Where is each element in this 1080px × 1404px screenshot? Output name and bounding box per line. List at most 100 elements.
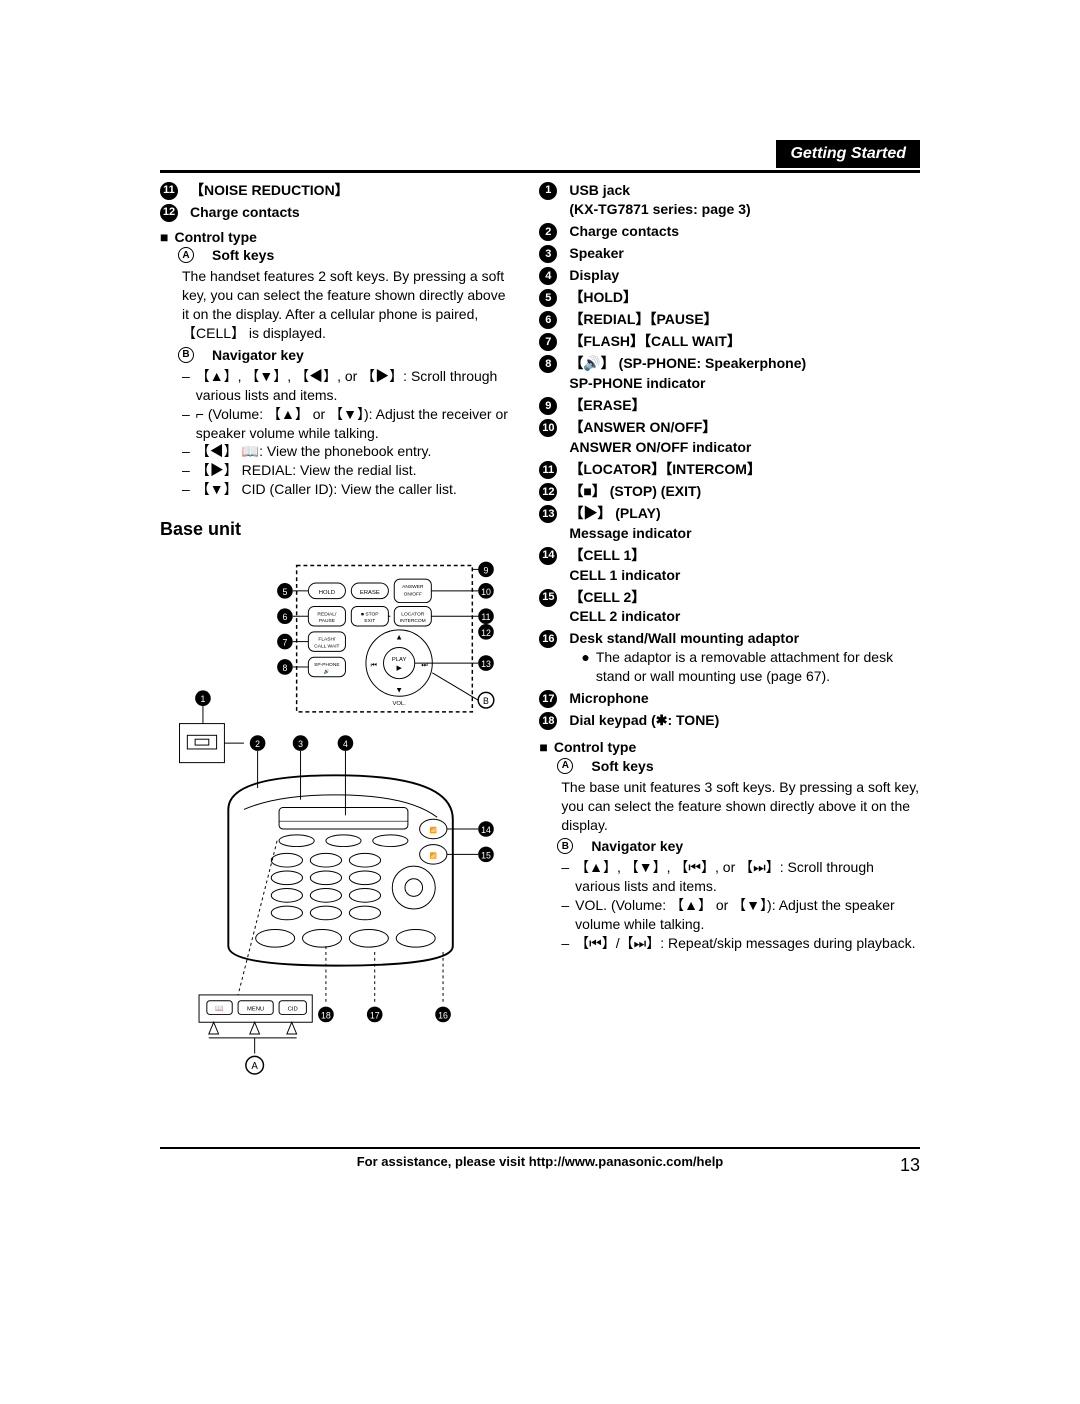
item-10-label: 【ANSWER ON/OFF】 xyxy=(569,418,920,437)
svg-text:CID: CID xyxy=(288,1007,298,1013)
nav-item-3: –【◀】 📖: View the phonebook entry. xyxy=(182,442,511,461)
item-13-label: 【▶】 (PLAY) xyxy=(569,504,920,523)
letter-a-icon: A xyxy=(178,247,194,263)
item-11-label: 【NOISE REDUCTION】 xyxy=(190,181,511,200)
svg-text:A: A xyxy=(251,1061,258,1072)
svg-text:ANSWER: ANSWER xyxy=(402,584,424,590)
svg-text:5: 5 xyxy=(282,587,287,597)
item-7-label: 【FLASH】【CALL WAIT】 xyxy=(569,332,920,351)
item-16-label: Desk stand/Wall mounting adaptor xyxy=(569,629,920,648)
nav-item-1r: –【▲】, 【▼】, 【⏮】, or 【⏭】: Scroll through v… xyxy=(561,858,920,896)
num-4-icon: 4 xyxy=(539,267,557,285)
svg-text:HOLD: HOLD xyxy=(319,590,335,596)
item-7: 7 【FLASH】【CALL WAIT】 xyxy=(539,332,920,351)
nav-key-label: Navigator key xyxy=(212,346,304,365)
item-12-label: 【■】 (STOP) (EXIT) xyxy=(569,482,920,501)
item-14-sub: CELL 1 indicator xyxy=(569,566,920,585)
item-1: 1USB jack(KX-TG7871 series: page 3) xyxy=(539,181,920,220)
svg-text:FLASH/: FLASH/ xyxy=(318,637,336,643)
nav-item-2: –⌐ (Volume: 【▲】 or 【▼】): Adjust the rece… xyxy=(182,405,511,443)
num-13-icon: 13 xyxy=(539,505,557,523)
svg-text:▲: ▲ xyxy=(395,633,403,642)
svg-text:INTERCOM: INTERCOM xyxy=(400,618,426,624)
item-4-label: Display xyxy=(569,266,920,285)
item-12: 12 【■】 (STOP) (EXIT) xyxy=(539,482,920,501)
header-tab: Getting Started xyxy=(776,140,920,168)
nav2-text: ⌐ (Volume: 【▲】 or 【▼】): Adjust the recei… xyxy=(196,405,512,443)
svg-text:2: 2 xyxy=(255,739,260,749)
diagram-svg: HOLD ERASE ANSWER ON/OFF REDIAL/ PAUSE ■… xyxy=(160,549,511,1109)
num-9-icon: 9 xyxy=(539,397,557,415)
num-15-icon: 15 xyxy=(539,589,557,607)
num-2-icon: 2 xyxy=(539,223,557,241)
svg-text:REDIAL/: REDIAL/ xyxy=(317,612,337,618)
num-11-icon: 11 xyxy=(160,182,178,200)
num-12-icon: 12 xyxy=(539,483,557,501)
svg-text:B: B xyxy=(483,696,489,706)
svg-text:📖: 📖 xyxy=(215,1005,224,1013)
nav-key-line: B Navigator key xyxy=(178,346,511,365)
nav-item-4: –【▶】 REDIAL: View the redial list. xyxy=(182,461,511,480)
item-16-bullet: ●The adaptor is a removable attachment f… xyxy=(581,648,920,686)
svg-text:VOL.: VOL. xyxy=(392,701,406,707)
letter-b-icon-r: B xyxy=(557,838,573,854)
num-5-icon: 5 xyxy=(539,289,557,307)
num-7-icon: 7 xyxy=(539,333,557,351)
item-9-label: 【ERASE】 xyxy=(569,396,920,415)
item-8: 8【🔊】 (SP-PHONE: Speakerphone)SP-PHONE in… xyxy=(539,354,920,393)
num-11-icon: 11 xyxy=(539,461,557,479)
item-2: 2 Charge contacts xyxy=(539,222,920,241)
item-5-label: 【HOLD】 xyxy=(569,288,920,307)
nav1r-text: 【▲】, 【▼】, 【⏮】, or 【⏭】: Scroll through va… xyxy=(575,858,920,896)
svg-text:MENU: MENU xyxy=(247,1007,264,1013)
item-3-label: Speaker xyxy=(569,244,920,263)
item-2-label: Charge contacts xyxy=(569,222,920,241)
soft-keys-desc-r: The base unit features 3 soft keys. By p… xyxy=(561,778,920,835)
svg-text:12: 12 xyxy=(481,628,491,638)
item-3: 3Speaker xyxy=(539,244,920,263)
top-rule xyxy=(160,170,920,173)
right-column: 1USB jack(KX-TG7871 series: page 3) 2 Char… xyxy=(539,181,920,1118)
svg-text:17: 17 xyxy=(370,1011,380,1021)
svg-text:8: 8 xyxy=(282,663,287,673)
svg-text:🔊: 🔊 xyxy=(324,668,330,675)
item-12: 12 Charge contacts xyxy=(160,203,511,222)
num-1-icon: 1 xyxy=(539,182,557,200)
page-number: 13 xyxy=(900,1153,920,1177)
svg-text:▼: ▼ xyxy=(395,686,403,695)
item-18: 18Dial keypad (✱: TONE) xyxy=(539,711,920,730)
item-15-label: 【CELL 2】 xyxy=(569,588,920,607)
control-type-heading-r: Control type xyxy=(539,738,920,757)
item-4: 4 Display xyxy=(539,266,920,285)
svg-text:7: 7 xyxy=(282,638,287,648)
num-17-icon: 17 xyxy=(539,690,557,708)
svg-text:3: 3 xyxy=(298,739,303,749)
nav-key-line-r: B Navigator key xyxy=(557,837,920,856)
item-15: 15 【CELL 2】CELL 2 indicator xyxy=(539,588,920,627)
svg-text:📶: 📶 xyxy=(430,852,437,860)
item-12-label: Charge contacts xyxy=(190,203,511,222)
svg-text:6: 6 xyxy=(282,612,287,622)
footer: For assistance, please visit http://www.… xyxy=(160,1147,920,1171)
item-6: 6【REDIAL】【PAUSE】 xyxy=(539,310,920,329)
item-6-label: 【REDIAL】【PAUSE】 xyxy=(569,310,920,329)
svg-text:ERASE: ERASE xyxy=(360,590,380,596)
svg-text:⏮: ⏮ xyxy=(371,662,377,669)
item-13: 13【▶】 (PLAY)Message indicator xyxy=(539,504,920,543)
item-15-sub: CELL 2 indicator xyxy=(569,607,920,626)
svg-text:13: 13 xyxy=(481,659,491,669)
base-unit-diagram: HOLD ERASE ANSWER ON/OFF REDIAL/ PAUSE ■… xyxy=(160,549,511,1109)
item-10-sub: ANSWER ON/OFF indicator xyxy=(569,438,920,457)
svg-text:LOCATOR: LOCATOR xyxy=(401,612,425,618)
two-columns: 11 【NOISE REDUCTION】 12 Charge contacts … xyxy=(160,181,920,1118)
svg-text:15: 15 xyxy=(481,851,491,861)
item-11-label: 【LOCATOR】【INTERCOM】 xyxy=(569,460,920,479)
svg-text:📶: 📶 xyxy=(430,826,437,834)
item-11: 11 【NOISE REDUCTION】 xyxy=(160,181,511,200)
item-10: 10【ANSWER ON/OFF】ANSWER ON/OFF indicator xyxy=(539,418,920,457)
letter-a-icon-r: A xyxy=(557,758,573,774)
num-8-icon: 8 xyxy=(539,355,557,373)
item-11: 11 【LOCATOR】【INTERCOM】 xyxy=(539,460,920,479)
item-1-sub: (KX-TG7871 series: page 3) xyxy=(569,200,920,219)
nav-item-5: –【▼】 CID (Caller ID): View the caller li… xyxy=(182,480,511,499)
